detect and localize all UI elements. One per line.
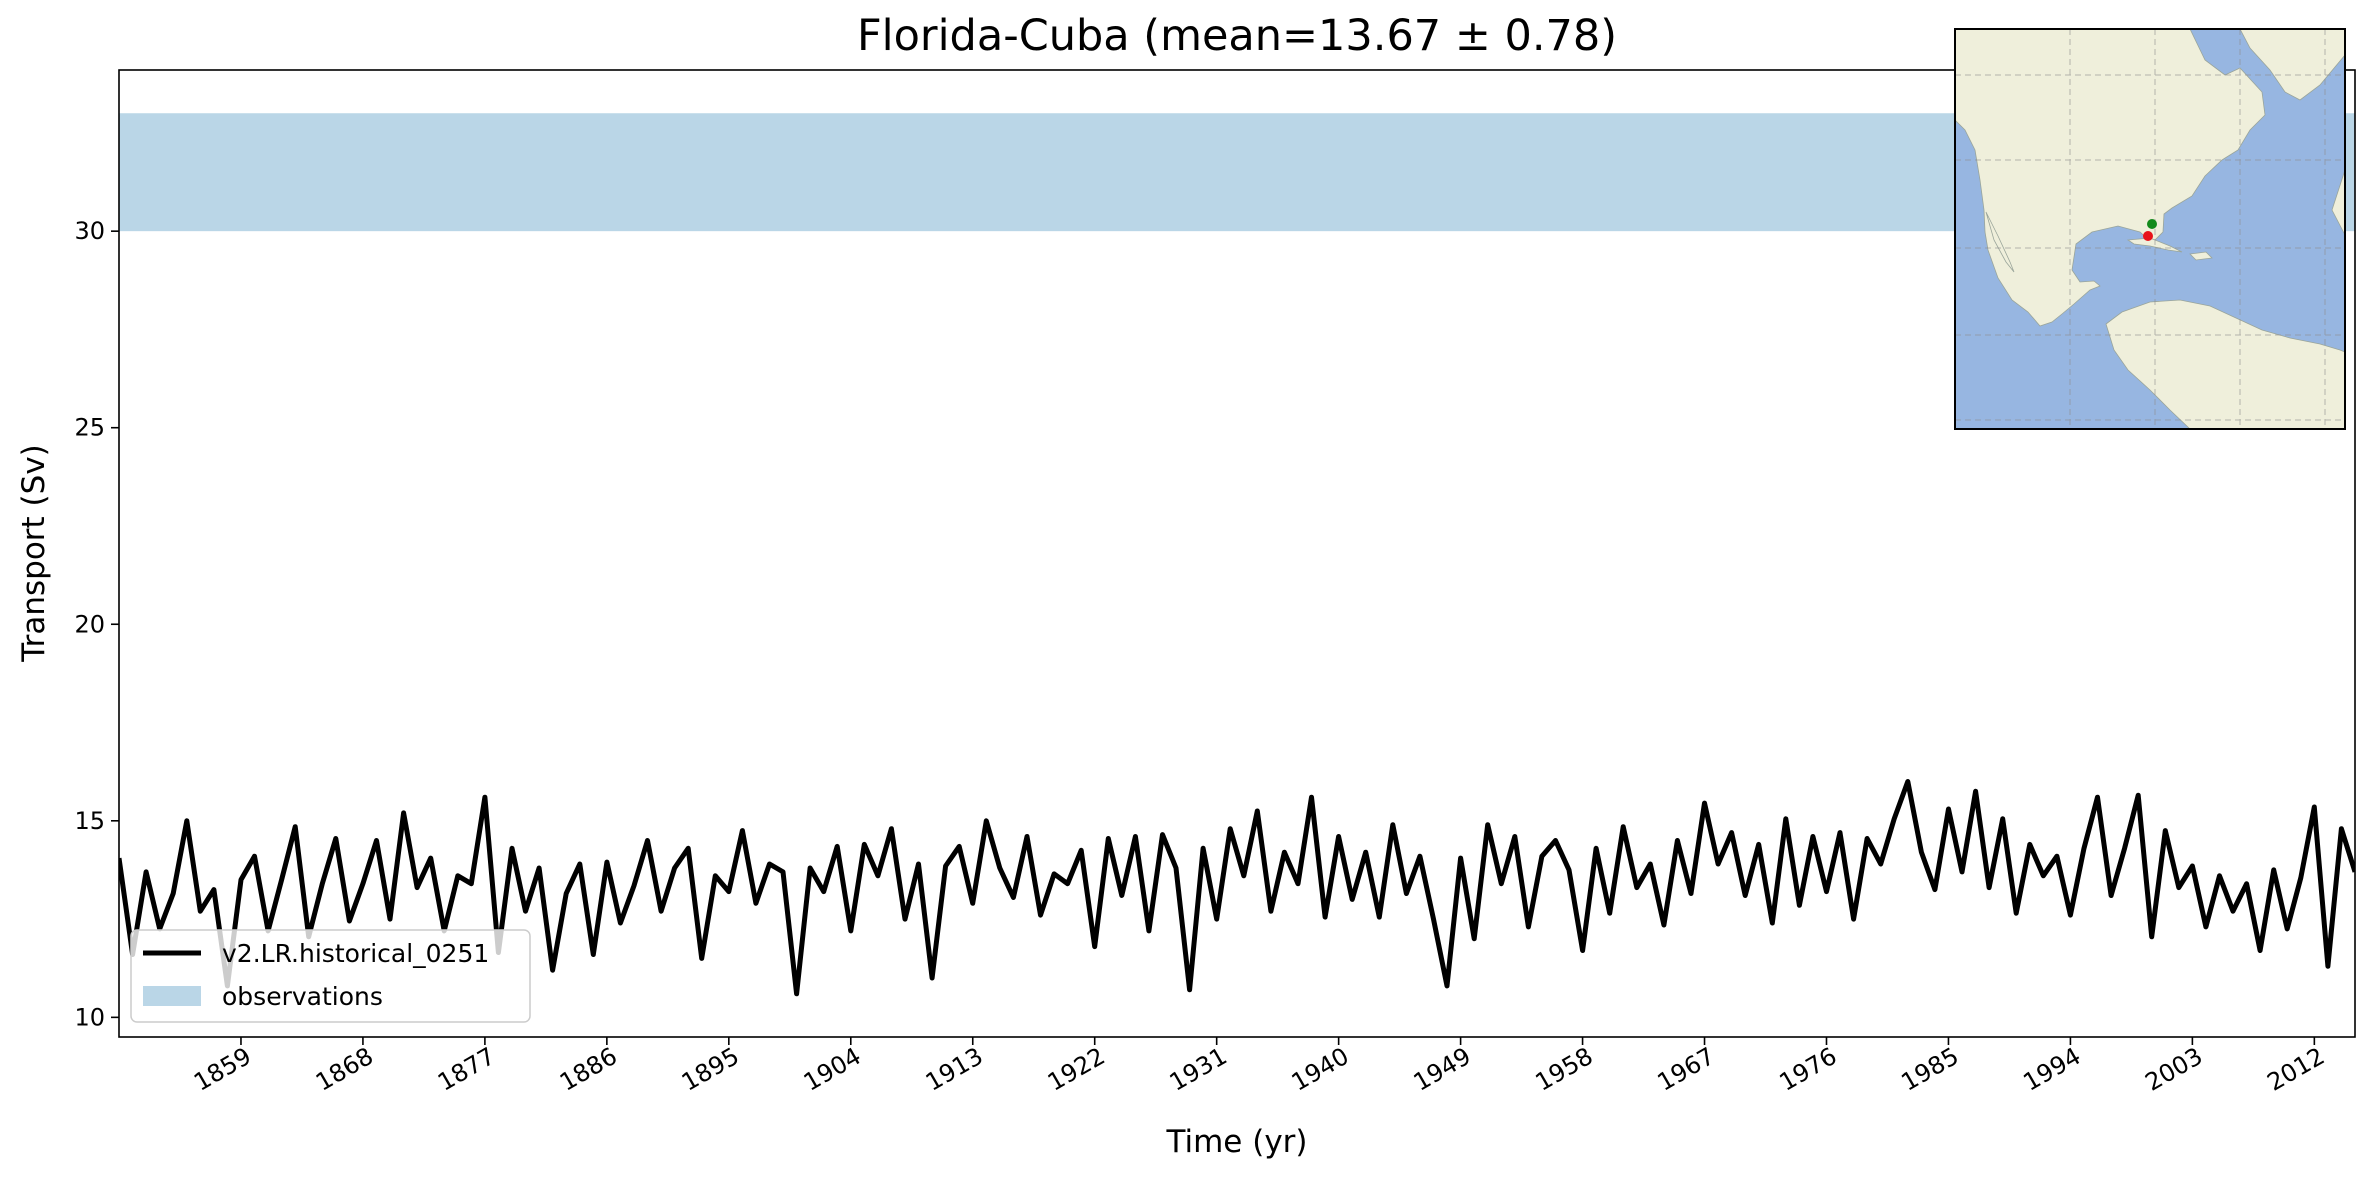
map-marker-florida — [2147, 219, 2157, 229]
x-axis-title: Time (yr) — [1166, 1124, 1308, 1160]
map-land-hispaniola — [2189, 251, 2213, 261]
x-axis-ticks: 1859 1868 1877 1886 1895 1904 1913 1922 1931 1940… — [189, 1037, 2329, 1097]
map-land-baja — [1985, 211, 2015, 273]
y-tick-label: 10 — [74, 1003, 105, 1031]
x-tick-label: 1931 — [1165, 1042, 1232, 1097]
inset-map — [1954, 28, 2346, 430]
map-gridlines — [1955, 29, 2345, 429]
x-tick-label: 1859 — [189, 1042, 256, 1097]
map-marker-cuba — [2143, 231, 2153, 241]
map-land-south-america — [2105, 299, 2345, 429]
legend-label-series: v2.LR.historical_0251 — [222, 939, 489, 968]
chart-title: Florida-Cuba (mean=13.67 ± 0.78) — [857, 11, 1617, 61]
map-land-north-america — [1955, 29, 2266, 327]
legend-band-swatch — [143, 986, 201, 1006]
x-tick-label: 1958 — [1531, 1042, 1598, 1097]
y-tick-label: 30 — [74, 217, 105, 245]
y-axis-title: Transport (Sv) — [16, 444, 52, 663]
map-frame — [1954, 28, 2346, 430]
x-tick-label: 1976 — [1775, 1042, 1842, 1097]
legend-box — [130, 929, 531, 1023]
x-tick-label: 1967 — [1653, 1042, 1720, 1097]
x-tick-label: 1895 — [677, 1042, 744, 1097]
x-tick-label: 1913 — [921, 1042, 988, 1097]
x-tick-label: 1994 — [2019, 1042, 2086, 1097]
x-tick-label: 1877 — [433, 1042, 500, 1097]
y-tick-label: 15 — [74, 807, 105, 835]
y-tick-label: 20 — [74, 610, 105, 638]
map-land-greenland — [2239, 29, 2345, 101]
x-tick-label: 1886 — [555, 1042, 622, 1097]
x-tick-label: 1922 — [1043, 1042, 1110, 1097]
map-land-africa — [2331, 169, 2345, 236]
x-tick-label: 1940 — [1287, 1042, 1354, 1097]
x-tick-label: 1985 — [1897, 1042, 1964, 1097]
x-tick-label: 1868 — [311, 1042, 378, 1097]
x-tick-label: 1904 — [799, 1042, 866, 1097]
y-tick-label: 25 — [74, 414, 105, 442]
y-axis-ticks: 10 15 20 25 30 — [74, 217, 119, 1031]
legend: v2.LR.historical_0251 observations — [130, 929, 531, 1023]
plot-frame — [118, 69, 2356, 1038]
legend-label-observations: observations — [222, 982, 383, 1011]
series-line-v2-lr-historical-0251 — [119, 779, 2355, 997]
x-tick-label: 2003 — [2140, 1042, 2207, 1097]
x-tick-label: 1949 — [1409, 1042, 1476, 1097]
x-tick-label: 2012 — [2262, 1042, 2329, 1097]
